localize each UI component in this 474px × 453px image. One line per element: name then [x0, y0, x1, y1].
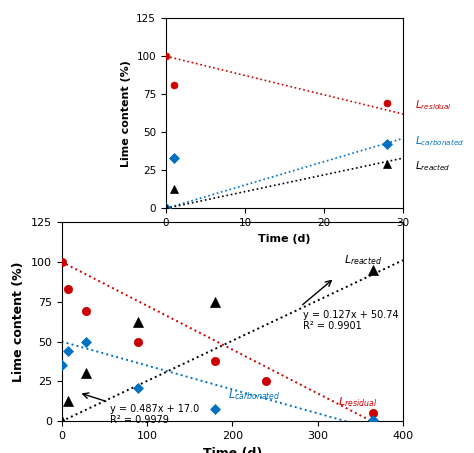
Text: $L_{residual}$: $L_{residual}$: [415, 98, 451, 112]
Y-axis label: Lime content (%): Lime content (%): [121, 60, 131, 167]
Text: $L_{residual}$: $L_{residual}$: [338, 395, 377, 409]
Y-axis label: Lime content (%): Lime content (%): [12, 261, 25, 382]
X-axis label: Time (d): Time (d): [258, 234, 310, 244]
Text: y = 0.127x + 50.74
R² = 0.9901: y = 0.127x + 50.74 R² = 0.9901: [303, 310, 399, 331]
Text: $L_{carbonated}$: $L_{carbonated}$: [228, 388, 281, 402]
Text: $L_{carbonated}$: $L_{carbonated}$: [415, 135, 464, 148]
Text: $L_{reacted}$: $L_{reacted}$: [415, 159, 450, 173]
Text: y = 0.487x + 17.0
R² = 0.9979: y = 0.487x + 17.0 R² = 0.9979: [110, 404, 200, 425]
Text: $L_{reacted}$: $L_{reacted}$: [344, 253, 382, 267]
X-axis label: Time (d): Time (d): [202, 447, 262, 453]
